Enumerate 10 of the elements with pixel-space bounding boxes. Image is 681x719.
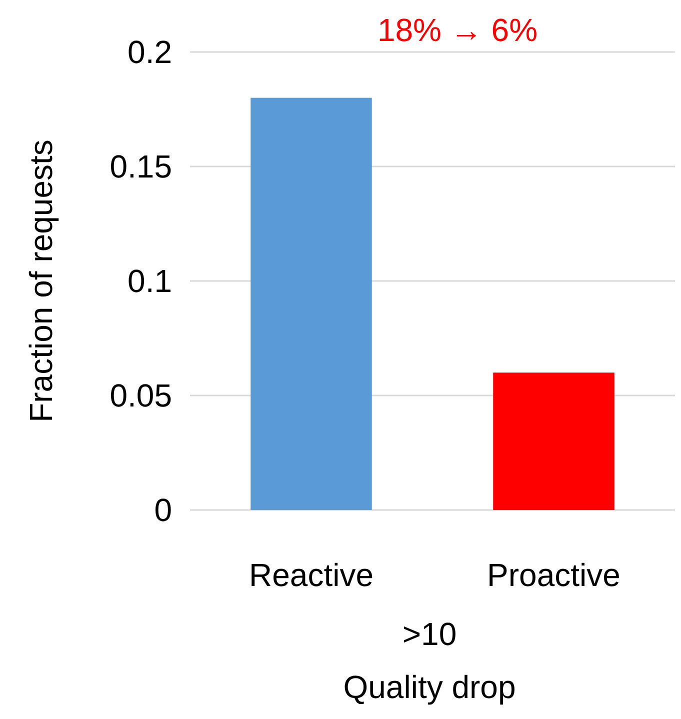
y-tick-label: 0.15 (110, 148, 172, 185)
text: 18% → 6% (377, 12, 538, 48)
y-tick-label: 0 (154, 492, 172, 528)
y-axis-title: Fraction of requests (23, 140, 59, 422)
x-tick-label: Reactive (249, 557, 374, 593)
y-tick-label: 0.2 (128, 34, 172, 70)
x-axis-title: >10 Quality drop (343, 616, 516, 705)
x-tick-label: Proactive (487, 557, 620, 593)
y-tick-label: 0.05 (110, 378, 172, 414)
y-tick-label: 0.1 (128, 263, 172, 300)
